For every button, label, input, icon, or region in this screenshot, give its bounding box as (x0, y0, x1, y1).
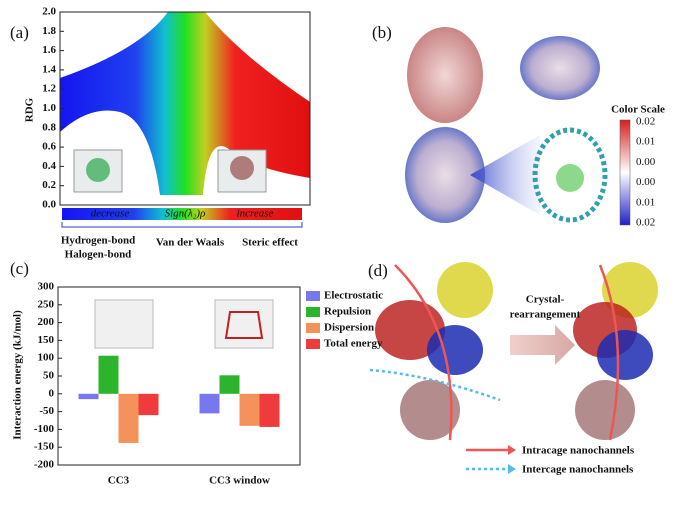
crystal-structures (369, 262, 658, 474)
panel-label: (b) (372, 23, 392, 42)
y-tick-label: 200 (38, 316, 55, 328)
y-tick-label: 150 (38, 334, 55, 346)
color-scale-bar (619, 119, 631, 226)
legend-label: Intercage nanochannels (522, 464, 634, 476)
bar (118, 393, 139, 443)
y-tick-label: -150 (34, 441, 55, 453)
y-tick-label: 1.2 (42, 83, 56, 95)
y-axis-label: RDG (24, 97, 36, 122)
y-tick-label: 0 (49, 387, 55, 399)
legend-label: Total energy (324, 338, 383, 350)
bar (199, 393, 220, 414)
color-scale-label: 0.00 (636, 156, 656, 168)
y-tick-label: -50 (39, 405, 54, 417)
legend-swatch (306, 291, 320, 301)
legend-label: Dispersion (324, 322, 374, 334)
bar (78, 393, 99, 400)
cage-images (94, 299, 274, 349)
y-tick-label: 0.2 (42, 179, 56, 191)
y-axis-label: Interaction energy (kJ/mol) (12, 310, 24, 440)
bar (239, 393, 260, 426)
molecule-surfaces (405, 27, 608, 223)
y-tick-label: 1.6 (42, 44, 56, 56)
y-tick-label: 1.4 (42, 63, 56, 75)
y-tick-label: -200 (34, 459, 55, 471)
bar (259, 393, 280, 427)
panel-label: (c) (10, 259, 29, 278)
rdg-cloud (60, 12, 310, 195)
legend-label: Repulsion (324, 306, 371, 318)
color-scale-label: 0.02 (636, 116, 655, 128)
region-label: Steric effect (242, 237, 298, 249)
y-tick-label: 0.8 (42, 121, 56, 133)
region-label: Van der Waals (156, 237, 225, 249)
scale-label: increase (237, 208, 274, 220)
bar (98, 355, 119, 394)
x-axis-label: Sign(λ₂)ρ (165, 208, 206, 220)
region-label: Halogen-bond (65, 249, 132, 261)
region-label: Hydrogen-bond (61, 235, 135, 247)
y-tick-label: 50 (43, 370, 55, 382)
legend-swatch (306, 339, 320, 349)
y-tick-label: 1.8 (42, 25, 56, 37)
bar (138, 393, 159, 416)
y-tick-label: 2.0 (42, 6, 56, 18)
y-tick-label: 0.4 (42, 160, 56, 172)
x-tick-label: CC3 window (209, 475, 270, 487)
y-tick-label: 250 (38, 298, 55, 310)
sign-scale-bar (62, 208, 302, 220)
color-scale-label: 0.02 (636, 217, 655, 229)
color-scale-label: 0.00 (636, 176, 656, 188)
y-tick-label: -100 (34, 423, 55, 435)
bar (219, 375, 240, 394)
color-scale-label: 0.01 (636, 136, 655, 148)
panel-label: (d) (368, 261, 388, 280)
legend-label: Intracage nanochannels (522, 445, 635, 457)
arrow-label: rearrangement (510, 309, 581, 321)
y-tick-label: 0.0 (42, 199, 56, 211)
color-scale-label: 0.01 (636, 196, 655, 208)
scale-label: decrease (91, 208, 130, 220)
y-tick-label: 0.6 (42, 141, 56, 153)
legend-label: Electrostatic (324, 290, 383, 302)
bracket (61, 222, 303, 228)
y-tick-label: 100 (38, 352, 55, 364)
y-tick-label: 300 (38, 281, 55, 293)
arrow-label: Crystal- (526, 294, 565, 306)
x-tick-label: CC3 (108, 475, 130, 487)
y-tick-label: 1.0 (42, 102, 56, 114)
color-scale-title: Color Scale (611, 104, 665, 116)
legend-swatch (306, 323, 320, 333)
legend-swatch (306, 307, 320, 317)
panel-label: (a) (10, 23, 29, 42)
